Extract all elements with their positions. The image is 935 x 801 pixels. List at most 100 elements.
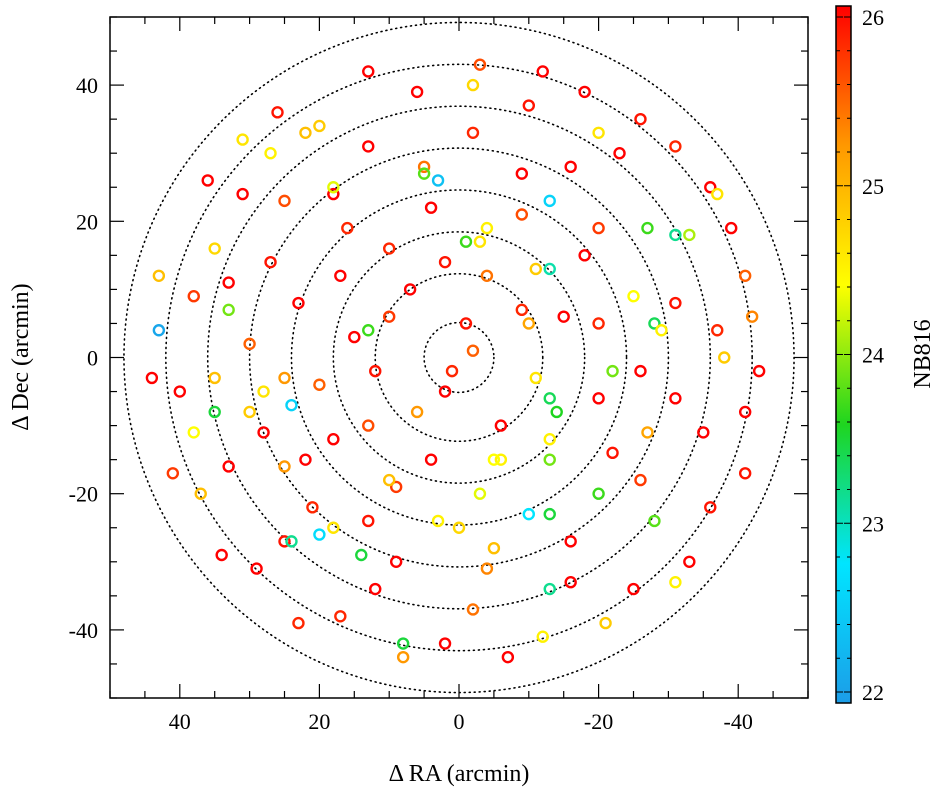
data-point [292,296,305,310]
data-point [243,337,256,351]
data-point [697,426,710,439]
data-point [592,487,605,500]
data-point [208,242,221,255]
data-point [438,385,452,398]
data-point [494,419,508,432]
data-point [487,541,501,555]
data-point [578,85,591,99]
data-point [410,405,424,419]
data-point [236,133,249,146]
data-point [306,501,319,514]
data-point [683,555,696,568]
data-point [522,507,535,521]
data-point [236,187,249,201]
data-point [348,330,361,344]
data-point [543,392,556,405]
x-axis-ticks: 40 20 0 -20 -40 [109,17,809,734]
data-point [362,65,375,78]
colorbar-tick-label: 26 [862,5,884,30]
data-point [613,146,626,160]
data-point [445,364,459,378]
data-point [362,324,375,337]
data-point [431,514,445,528]
data-point [515,208,529,221]
data-point [564,535,577,548]
colorbar-ticks: 22 23 24 25 26 [836,5,884,705]
x-axis-title: Δ RA (arcmin) [389,761,530,787]
data-point [473,235,487,248]
data-point [634,473,647,487]
data-point [543,507,556,521]
data-points [145,58,766,664]
ring [374,272,544,443]
data-point [543,194,556,208]
y-axis-ticks: 40 20 0 -20 -40 [69,16,808,699]
data-point [222,460,235,473]
y-axis-title: Δ Dec (arcmin) [8,283,34,430]
data-point [215,548,228,562]
ring [206,105,712,610]
data-point [334,610,347,623]
data-point [152,269,166,282]
data-point [648,317,661,330]
data-point [278,460,291,473]
data-point [592,317,605,330]
ring [332,231,586,484]
data-point [704,181,717,194]
data-point [466,344,480,357]
x-tick-label: -20 [584,709,613,734]
data-point [557,310,570,323]
data-point [327,521,340,534]
data-point [738,467,752,480]
data-point [466,126,480,139]
data-point [564,576,577,589]
data-point [417,160,431,174]
data-point [578,249,591,262]
data-point [396,650,410,664]
data-point [383,310,396,323]
data-point [264,255,277,269]
data-point [313,378,326,391]
data-point [634,112,647,126]
data-point [480,269,494,282]
data-point [257,426,270,439]
data-point [599,616,612,630]
data-point [641,221,654,235]
data-point [738,269,752,282]
data-point [187,426,200,439]
data-point [292,616,305,630]
colorbar-tick-label: 22 [862,680,884,705]
data-point [683,228,696,242]
y-tick-label: 0 [87,346,98,371]
plot-frame [109,16,809,699]
data-point [383,473,396,487]
y-tick-label: -20 [69,482,98,507]
data-point [438,637,452,650]
data-point [327,187,340,201]
data-point [522,317,535,330]
data-point [278,535,291,548]
data-point [355,548,368,562]
data-point [592,221,605,235]
data-point [396,637,410,650]
data-point [285,535,298,548]
data-point [487,453,501,466]
colorbar-tick-label: 23 [862,511,884,536]
data-point [627,290,640,303]
data-point [648,514,661,528]
data-point [271,106,284,119]
data-point [543,582,556,596]
ring [423,321,495,394]
data-point [208,405,221,419]
data-point [592,126,605,139]
data-point [278,371,291,385]
data-point [459,317,473,330]
colorbar-tick-label: 24 [862,343,884,368]
data-point [173,385,187,398]
data-point [711,324,724,337]
y-tick-label: 20 [76,209,98,234]
data-point [480,221,494,235]
data-point [718,351,731,364]
data-point [383,242,396,255]
